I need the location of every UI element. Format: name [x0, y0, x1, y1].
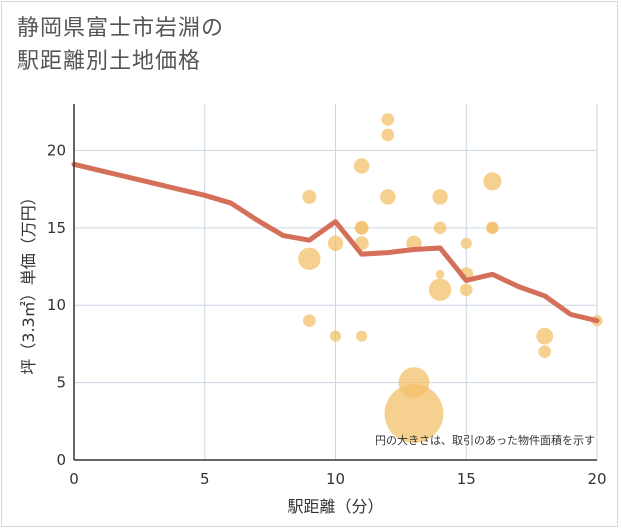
data-bubble	[428, 278, 452, 301]
y-tick-label: 5	[56, 374, 66, 392]
chart-title: 静岡県富士市岩淵の 駅距離別土地価格	[17, 12, 577, 78]
y-tick-label: 20	[47, 141, 66, 159]
data-bubble	[432, 189, 448, 205]
data-bubble	[298, 247, 321, 270]
data-bubble	[329, 330, 342, 342]
x-axis-label: 駅距離（分）	[287, 497, 383, 516]
data-bubble	[435, 270, 445, 279]
x-tick-label: 20	[587, 470, 606, 488]
chart-title-line1: 静岡県富士市岩淵の	[17, 16, 225, 41]
y-tick-label: 10	[47, 296, 66, 314]
y-tick-label: 0	[56, 451, 66, 469]
x-tick-label: 0	[69, 470, 79, 488]
data-bubble	[536, 327, 554, 345]
data-bubble	[486, 222, 498, 234]
data-bubble	[356, 330, 368, 342]
y-tick-label: 15	[47, 219, 66, 237]
x-tick-label: 10	[326, 470, 345, 488]
x-tick-label: 5	[200, 470, 210, 488]
data-bubble	[460, 237, 472, 249]
data-bubble	[303, 314, 316, 327]
data-bubble	[381, 128, 395, 142]
data-bubble	[538, 345, 551, 358]
data-bubble	[302, 189, 317, 204]
data-bubble	[353, 158, 370, 174]
data-bubble	[483, 172, 502, 191]
average-price-line	[71, 161, 600, 324]
data-bubble	[384, 384, 444, 443]
data-bubble	[459, 283, 473, 297]
data-bubble	[381, 113, 395, 126]
data-bubble	[433, 221, 447, 235]
x-tick-label: 15	[457, 470, 476, 488]
data-bubble	[355, 221, 368, 235]
chart-title-line2: 駅距離別土地価格	[17, 49, 202, 74]
bubble-size-note: 円の大きさは、取引のあった物件面積を示す	[375, 433, 595, 447]
y-axis-label: 坪（3.3㎡）単価（万円）	[19, 189, 38, 374]
data-bubble	[380, 189, 396, 205]
data-bubble	[327, 235, 344, 252]
